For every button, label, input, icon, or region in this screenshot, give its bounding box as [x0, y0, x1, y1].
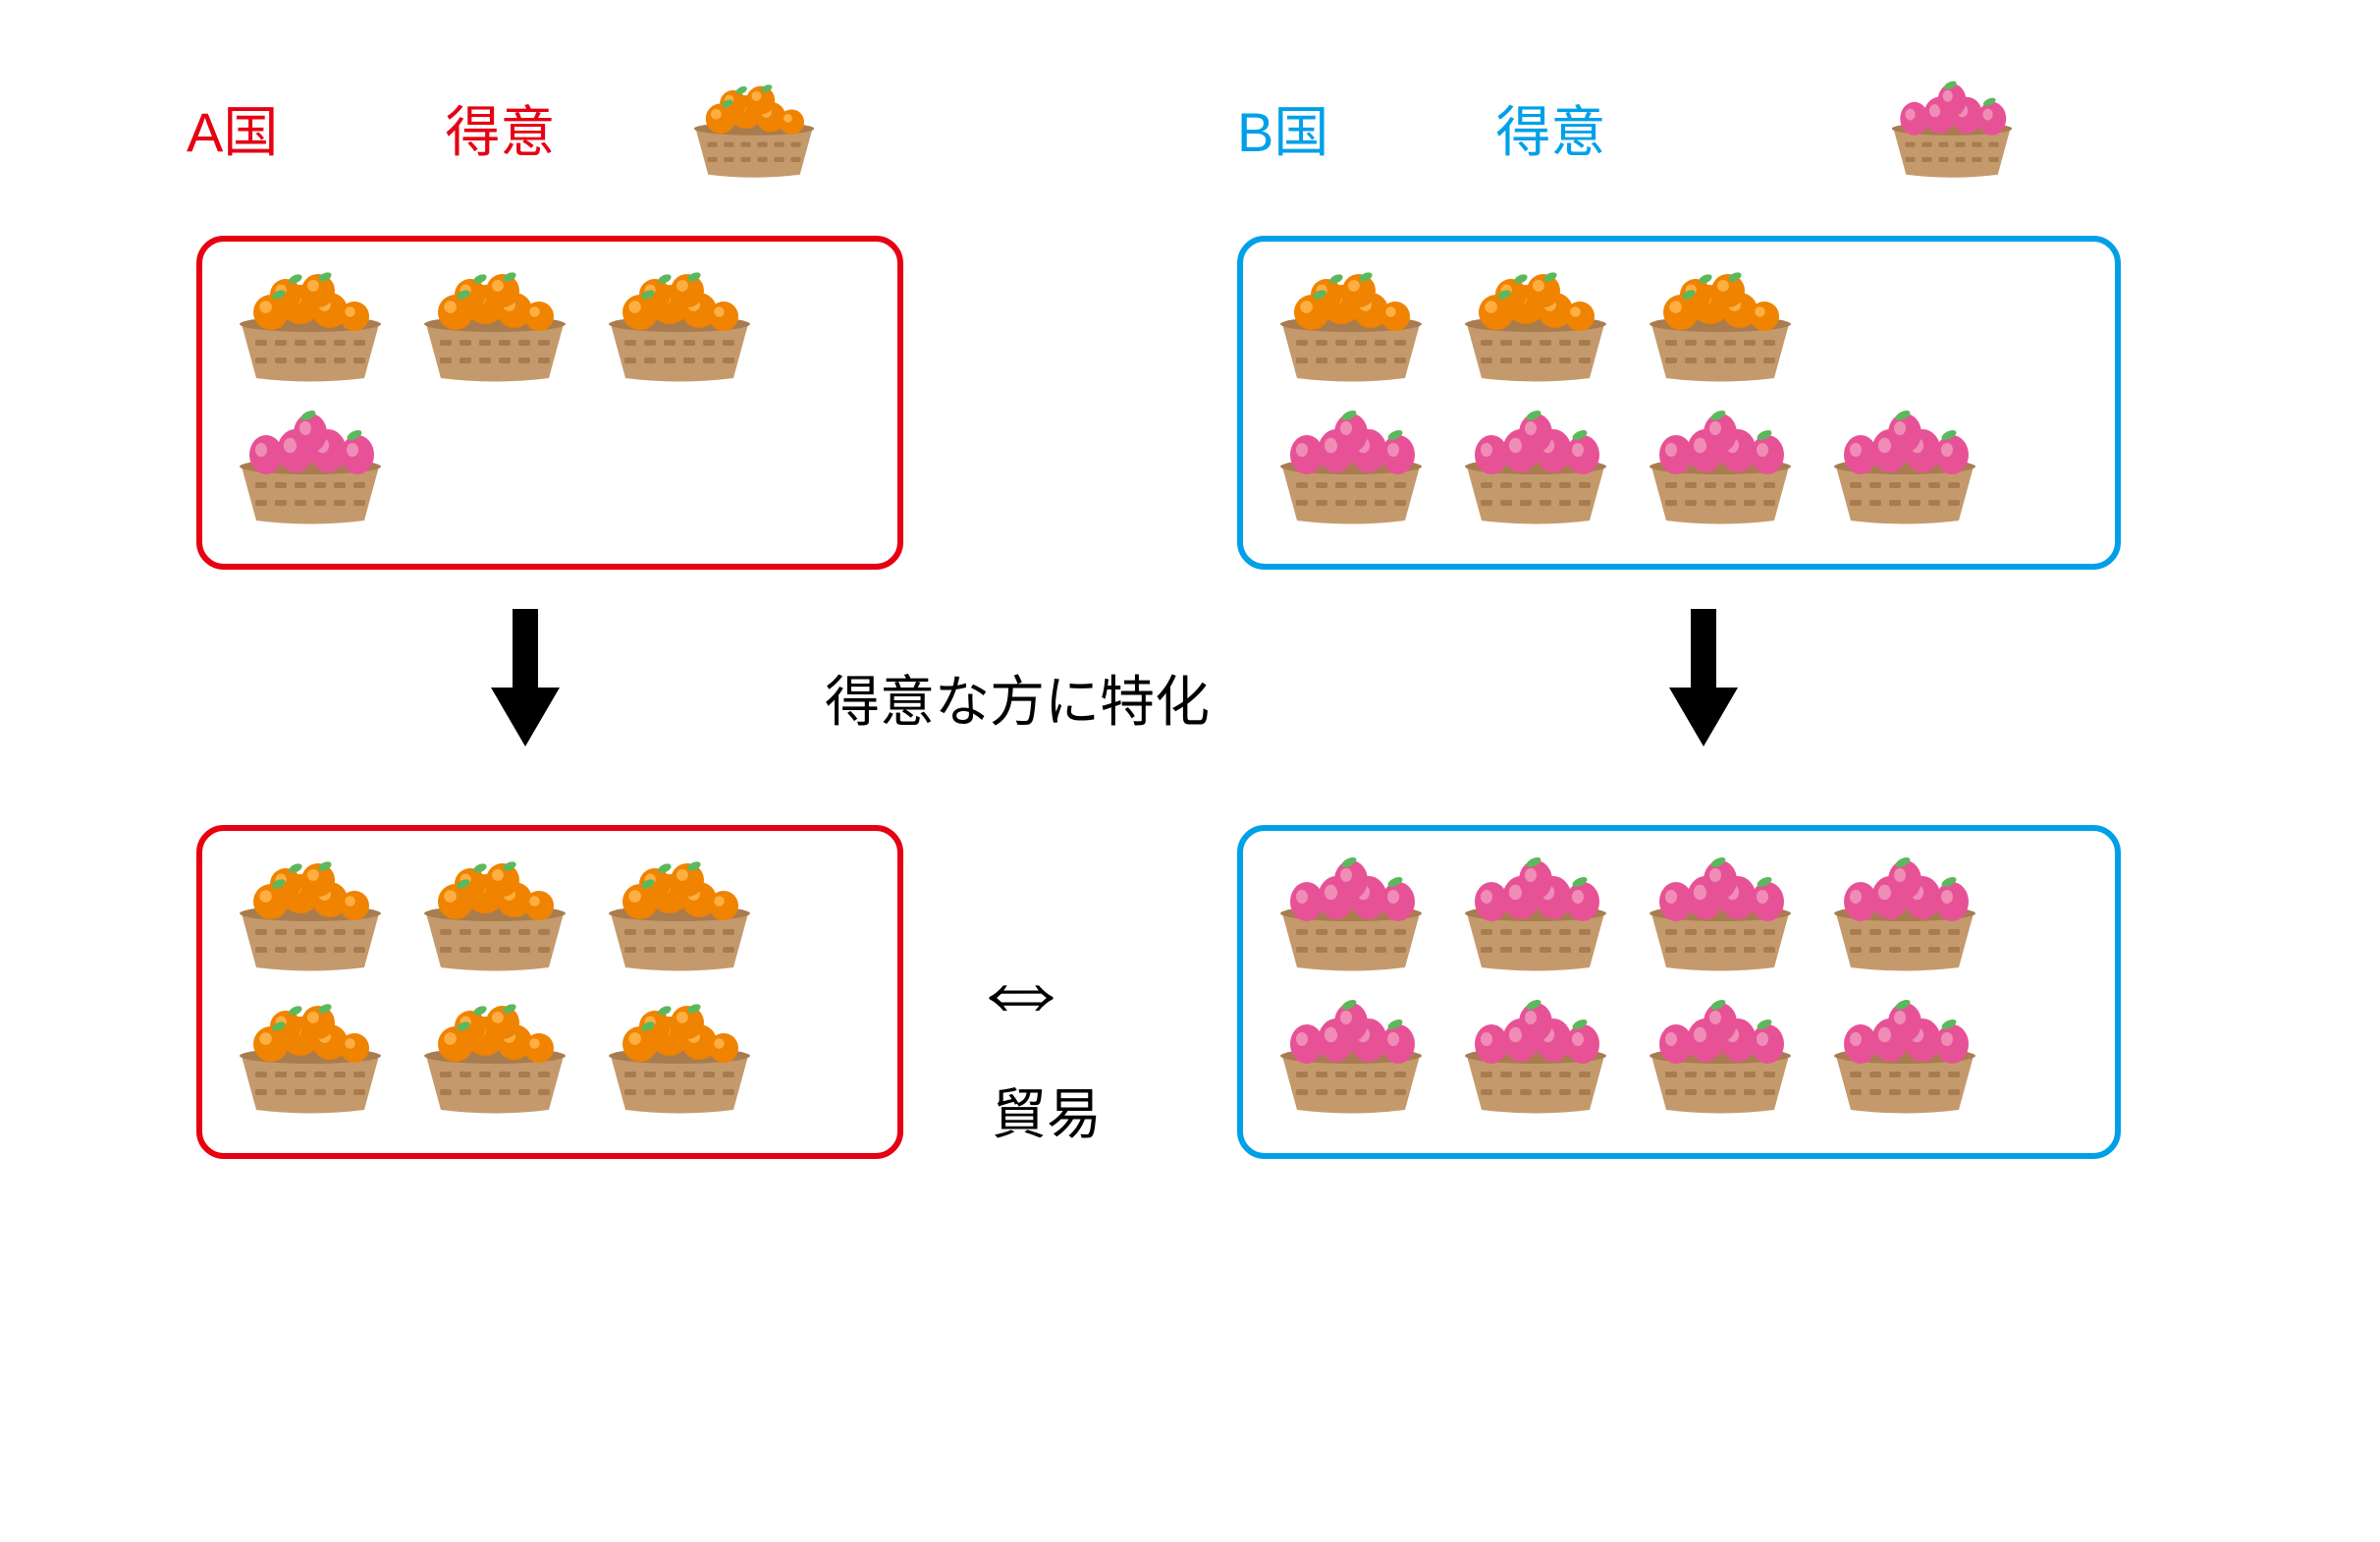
specialize-label: 得意な方に特化: [825, 658, 1210, 738]
country-b-after-box: [1237, 825, 2121, 1159]
orange-basket-icon: [1457, 265, 1614, 388]
basket-row: [232, 854, 868, 977]
basket-row: [232, 408, 868, 530]
pink-basket-icon: [232, 408, 389, 530]
country-b-label: B国: [1237, 88, 1328, 168]
country-a-header: A国 得意: [187, 88, 555, 168]
orange-basket-icon: [232, 854, 389, 977]
pink-basket-icon: [1826, 408, 1983, 530]
orange-basket-icon: [601, 997, 758, 1120]
country-a-after-box: [196, 825, 903, 1159]
pink-basket-icon: [1272, 854, 1430, 977]
country-b-header: B国 得意: [1237, 88, 1605, 168]
pink-basket-icon: [1457, 854, 1614, 977]
orange-basket-icon: [601, 265, 758, 388]
country-a-specialty-basket: [687, 79, 821, 184]
pink-basket-icon: [1642, 854, 1799, 977]
arrow-down-b: [1669, 609, 1738, 751]
trade-label: 貿易: [992, 1071, 1102, 1150]
pink-basket-icon: [1642, 408, 1799, 530]
basket-row: [232, 997, 868, 1120]
orange-basket-icon: [1272, 265, 1430, 388]
country-b-specialty-label: 得意: [1495, 88, 1605, 168]
orange-basket-icon: [416, 997, 573, 1120]
orange-basket-icon: [416, 854, 573, 977]
bidirectional-arrow-icon: ⇔: [967, 933, 1075, 1041]
country-a-before-box: [196, 236, 903, 570]
orange-basket-icon: [232, 265, 389, 388]
pink-basket-icon: [1272, 408, 1430, 530]
country-a-label: A国: [187, 88, 278, 168]
pink-basket-icon: [1457, 997, 1614, 1120]
basket-row: [232, 265, 868, 388]
country-a-specialty-label: 得意: [445, 88, 555, 168]
country-b-specialty-basket: [1885, 79, 2019, 184]
pink-basket-icon: [1826, 854, 1983, 977]
orange-basket-icon: [1642, 265, 1799, 388]
basket-row: [1272, 997, 2085, 1120]
pink-basket-icon: [1272, 997, 1430, 1120]
basket-row: [1272, 408, 2085, 530]
orange-basket-icon: [232, 997, 389, 1120]
orange-basket-icon: [416, 265, 573, 388]
pink-basket-icon: [1826, 997, 1983, 1120]
diagram-root: A国 得意 B国 得意 得意な方に特化 ⇔ 貿易: [0, 0, 2380, 1542]
basket-row: [1272, 265, 2085, 388]
arrow-down-a: [491, 609, 560, 751]
pink-basket-icon: [1457, 408, 1614, 530]
orange-basket-icon: [601, 854, 758, 977]
pink-basket-icon: [1642, 997, 1799, 1120]
basket-row: [1272, 854, 2085, 977]
country-b-before-box: [1237, 236, 2121, 570]
